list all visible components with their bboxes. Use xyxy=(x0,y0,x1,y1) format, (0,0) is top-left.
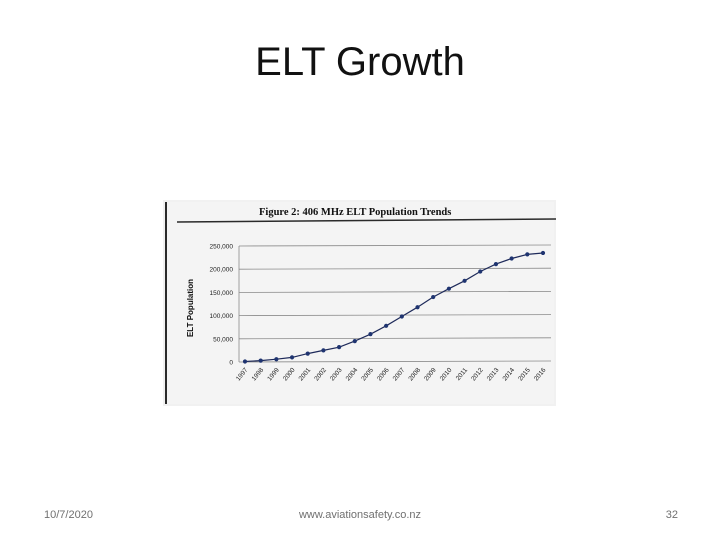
data-point xyxy=(493,261,499,267)
data-point xyxy=(337,345,342,350)
gridline xyxy=(238,291,552,293)
frame-top-rule xyxy=(176,218,556,223)
gridline xyxy=(238,267,552,270)
footer-url: www.aviationsafety.co.nz xyxy=(298,509,422,521)
chart-figure: Figure 2: 406 MHz ELT Population Trends … xyxy=(163,200,556,406)
data-point xyxy=(478,269,483,274)
data-point xyxy=(242,359,248,364)
data-point xyxy=(274,357,279,362)
data-point xyxy=(321,348,326,353)
data-point xyxy=(399,314,404,319)
data-point xyxy=(525,252,530,257)
data-point xyxy=(540,250,546,256)
population-chart: Figure 2: 406 MHz ELT Population Trends … xyxy=(165,202,556,404)
y-tick-label: 0 xyxy=(229,360,233,367)
gridline xyxy=(238,244,552,247)
data-point xyxy=(305,351,310,356)
y-tick-label: 200,000 xyxy=(210,267,234,274)
gridline xyxy=(238,337,552,340)
data-point xyxy=(352,339,357,344)
series-line xyxy=(244,252,544,363)
data-point xyxy=(289,355,295,360)
data-point xyxy=(258,358,263,363)
footer-date: 10/7/2020 xyxy=(44,509,93,521)
gridline xyxy=(238,314,552,316)
data-point xyxy=(446,286,451,291)
data-point xyxy=(415,305,420,310)
y-tick-label: 50,000 xyxy=(213,336,233,343)
data-point xyxy=(368,332,373,337)
slide-title: ELT Growth xyxy=(255,40,465,84)
gridline xyxy=(238,360,552,363)
figure-frame xyxy=(165,202,554,404)
chart-title: Figure 2: 406 MHz ELT Population Trends xyxy=(259,207,451,218)
y-tick-label: 100,000 xyxy=(210,313,234,320)
y-tick-label: 250,000 xyxy=(210,244,234,251)
data-point xyxy=(509,256,514,261)
y-tick-label: 150,000 xyxy=(210,290,234,297)
data-point xyxy=(384,323,389,328)
y-axis-label: ELT Population xyxy=(186,279,195,337)
data-point xyxy=(462,278,467,283)
page-number: 32 xyxy=(665,509,678,521)
data-point xyxy=(431,294,436,300)
